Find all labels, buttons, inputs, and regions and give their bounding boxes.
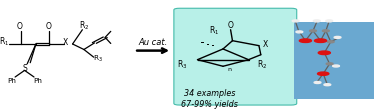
Circle shape [318, 72, 329, 75]
Text: Ph: Ph [7, 78, 16, 84]
Text: Au cat.: Au cat. [138, 38, 168, 47]
Text: S: S [22, 64, 27, 73]
Circle shape [324, 84, 331, 86]
Bar [294, 22, 374, 99]
Circle shape [333, 65, 339, 67]
Text: Ph: Ph [33, 78, 42, 84]
Text: R$_2$: R$_2$ [257, 59, 267, 71]
Circle shape [334, 36, 341, 38]
Text: 34 examples
67-99% yields: 34 examples 67-99% yields [181, 89, 238, 109]
Circle shape [299, 39, 311, 42]
Text: O: O [228, 21, 234, 30]
FancyBboxPatch shape [174, 8, 297, 105]
Circle shape [296, 31, 303, 33]
Text: X: X [263, 40, 268, 49]
Text: X: X [63, 38, 68, 47]
Circle shape [326, 63, 333, 65]
Text: O: O [17, 22, 23, 31]
Circle shape [292, 20, 299, 22]
Text: R$_3$: R$_3$ [177, 59, 187, 71]
Circle shape [314, 39, 327, 42]
Text: n: n [228, 67, 232, 72]
Text: R$_3$: R$_3$ [93, 54, 102, 64]
Circle shape [310, 30, 316, 32]
Circle shape [313, 20, 320, 22]
Text: R$_2$: R$_2$ [79, 20, 90, 32]
Text: O: O [45, 22, 51, 31]
Text: R$_1$: R$_1$ [209, 25, 220, 37]
Circle shape [327, 41, 334, 43]
Circle shape [318, 51, 330, 55]
Circle shape [314, 82, 321, 83]
Circle shape [322, 30, 329, 32]
Text: R$_1$: R$_1$ [0, 36, 9, 48]
Circle shape [326, 20, 333, 22]
